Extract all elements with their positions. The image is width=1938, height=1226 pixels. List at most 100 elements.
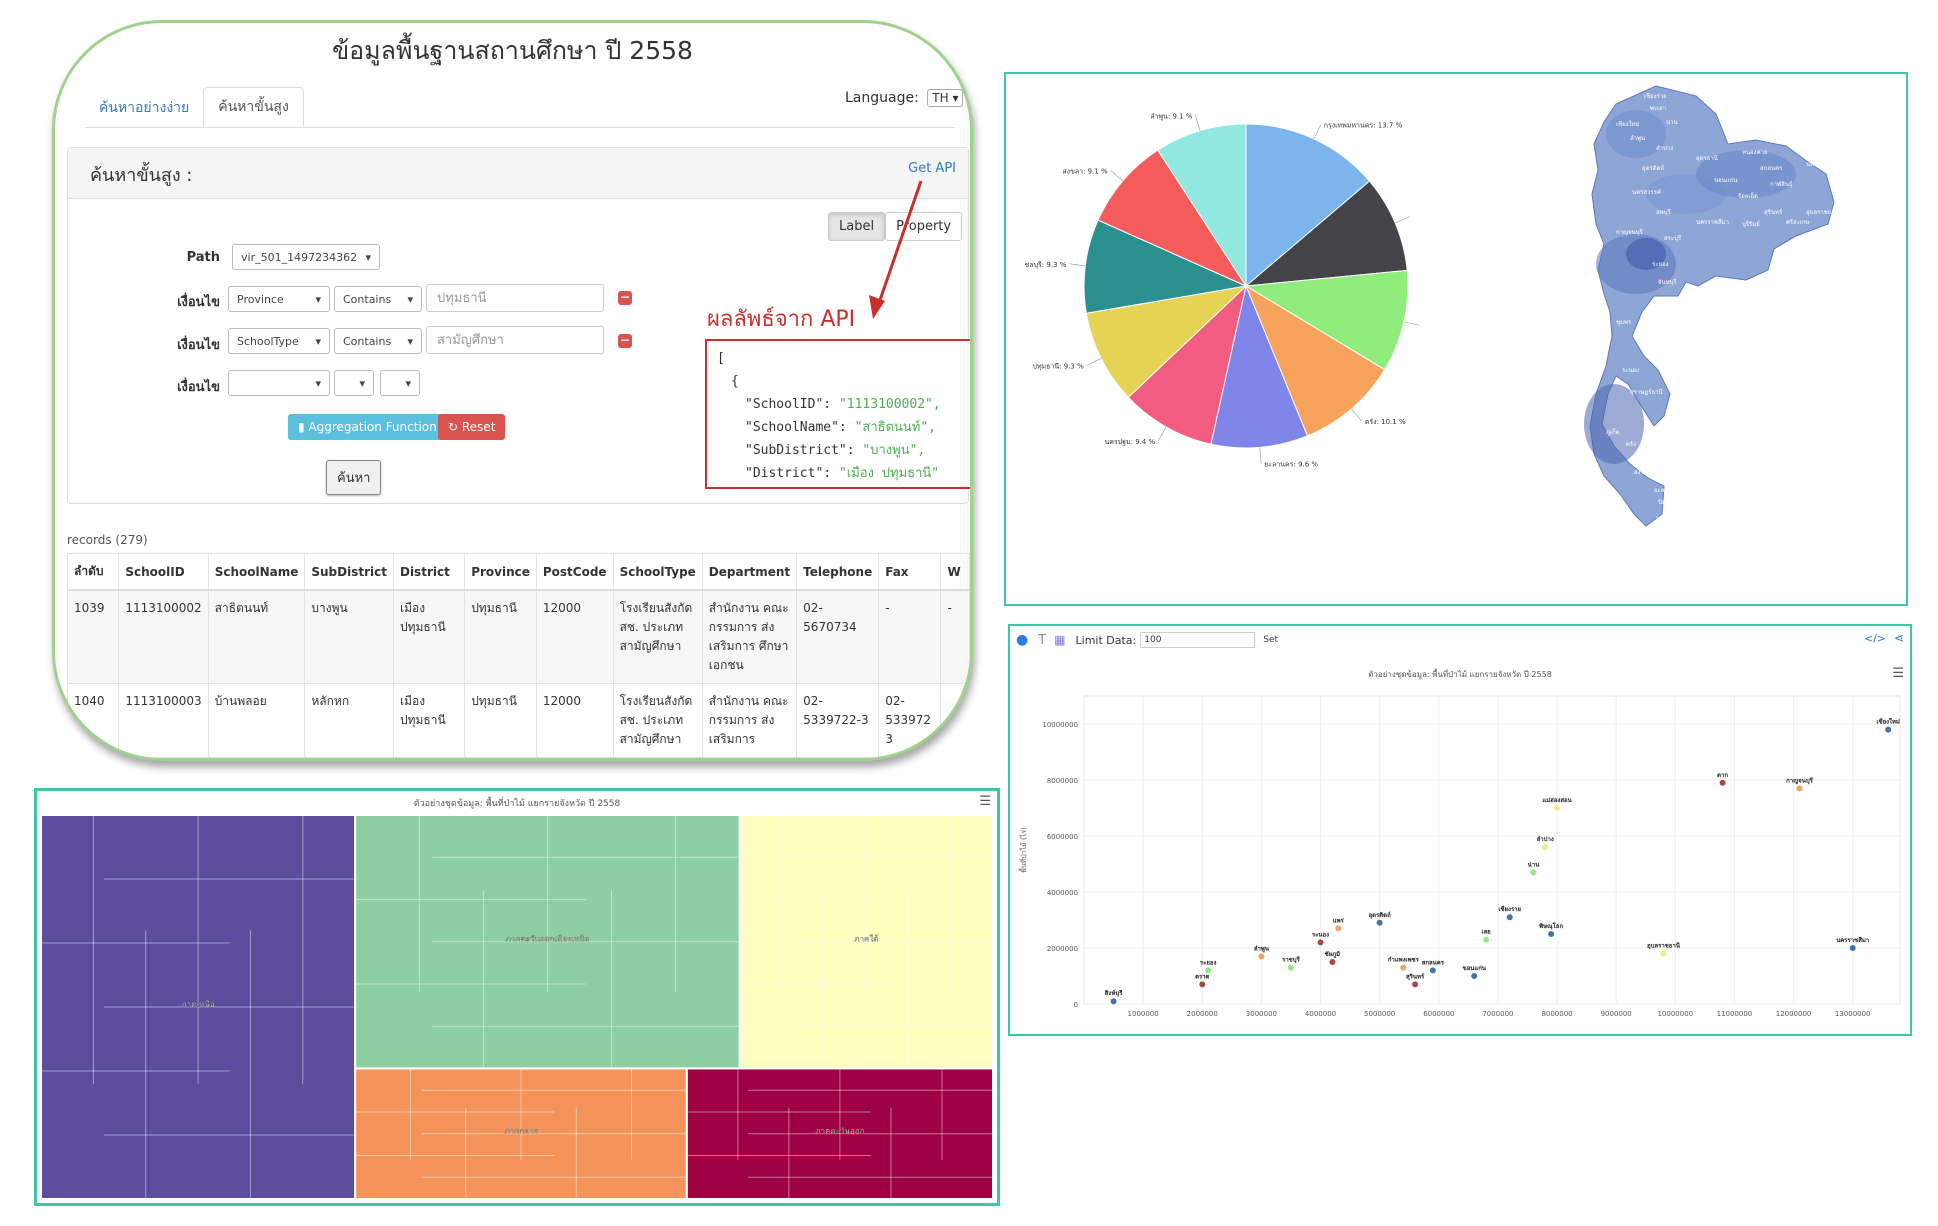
treemap-cell[interactable]	[685, 1067, 993, 1199]
path-label: Path	[186, 250, 220, 265]
pie-slice[interactable]	[1244, 284, 1386, 437]
scatter-point[interactable]	[1483, 936, 1490, 943]
map-region[interactable]	[1584, 384, 1644, 464]
get-api-link[interactable]: Get API	[908, 161, 956, 176]
scatter-point[interactable]	[1548, 931, 1555, 937]
condition-op-select-1[interactable]: Contains	[334, 286, 422, 312]
label-mode-button[interactable]: Label	[828, 212, 886, 241]
scatter-point[interactable]	[1287, 964, 1294, 971]
y-tick-label: 2000000	[1047, 945, 1078, 953]
condition-field-select-3[interactable]	[228, 370, 330, 396]
pie-slice[interactable]	[1083, 219, 1248, 314]
text-icon[interactable]: T	[1038, 632, 1047, 648]
pie-slice[interactable]	[1157, 123, 1247, 288]
page-title: ข้อมูลพื้นฐานสถานศึกษา ปี 2558	[332, 36, 693, 65]
column-header[interactable]: PostCode	[535, 553, 614, 591]
pie-slice[interactable]	[1085, 285, 1248, 399]
scatter-point[interactable]	[1199, 981, 1206, 988]
scatter-point[interactable]	[1258, 953, 1265, 960]
map-label: ลำปาง	[1656, 145, 1673, 152]
column-header[interactable]: W	[940, 553, 970, 591]
code-icon[interactable]: </>	[1863, 632, 1886, 645]
scatter-point[interactable]	[1542, 844, 1549, 851]
x-tick-label: 6000000	[1423, 1010, 1454, 1018]
condition-field-select-2[interactable]: SchoolType	[228, 328, 330, 354]
condition-value-input-1[interactable]: ปทุมธานี	[426, 284, 604, 312]
table-cell: เมือง ปทุมธานี	[392, 683, 466, 758]
scatter-point[interactable]	[1506, 914, 1513, 921]
scatter-point[interactable]	[1471, 973, 1478, 979]
pie-slice[interactable]	[1097, 149, 1248, 288]
column-header[interactable]: SchoolType	[612, 553, 703, 591]
condition-value-input-2[interactable]: สามัญศึกษา	[426, 326, 604, 354]
tab-advanced-search[interactable]: ค้นหาขั้นสูง	[203, 87, 304, 127]
column-header[interactable]: Department	[701, 553, 798, 591]
tab-simple-search[interactable]: ค้นหาอย่างง่าย	[99, 100, 190, 116]
column-header[interactable]: SubDistrict	[304, 553, 394, 591]
map-label: จันทบุรี	[1658, 278, 1677, 286]
treemap-cell[interactable]	[354, 815, 741, 1070]
scatter-point[interactable]	[1660, 950, 1667, 957]
remove-condition-button-1[interactable]: −	[618, 290, 632, 305]
scatter-point[interactable]	[1110, 998, 1117, 1005]
map-region[interactable]	[1696, 150, 1796, 198]
condition-op-select-2[interactable]: Contains	[334, 328, 422, 354]
map-label: พะเยา	[1650, 105, 1666, 112]
map-region[interactable]	[1626, 238, 1666, 270]
property-mode-button[interactable]: Property	[885, 212, 963, 241]
limit-input[interactable]: 100	[1140, 632, 1256, 648]
condition-op-select-3[interactable]	[334, 370, 374, 396]
advanced-search-box: ค้นหาขั้นสูง : Get API Label Property Pa…	[67, 147, 969, 504]
table-row[interactable]: 1039 1113100002 สาธิตนนท์ บางพูน เมือง ปทุมธ…	[66, 589, 970, 684]
scatter-point[interactable]	[1335, 925, 1342, 932]
scatter-point[interactable]	[1412, 981, 1419, 988]
scatter-point[interactable]	[1849, 945, 1856, 951]
pie-slice[interactable]	[1127, 284, 1247, 445]
scatter-point[interactable]	[1554, 805, 1561, 811]
table-cell: สาธิตนนท์	[207, 589, 306, 684]
circle-icon[interactable]: ●	[1016, 632, 1029, 648]
condition-label-2: เงื่อนไข	[177, 338, 220, 353]
path-select[interactable]: vir_501_1497234362	[232, 244, 380, 270]
scatter-point[interactable]	[1317, 939, 1324, 946]
column-header[interactable]: SchoolID	[118, 553, 209, 591]
scatter-point[interactable]	[1205, 967, 1212, 974]
condition-value-select-3[interactable]	[380, 370, 420, 396]
table-row[interactable]: 1040 1113100003 บ้านพลอย หลักหก เมือง ปทุมธา…	[66, 683, 970, 758]
column-header[interactable]: ลำดับ	[66, 553, 120, 591]
hamburger-icon[interactable]: ☰	[979, 794, 991, 809]
scatter-point[interactable]	[1719, 779, 1726, 786]
reset-button[interactable]: ↻ Reset	[438, 414, 506, 440]
grid-icon[interactable]: ▦	[1054, 633, 1066, 647]
point-label: ลำพูน	[1254, 944, 1270, 953]
scatter-point[interactable]	[1429, 967, 1436, 974]
map-region[interactable]	[1606, 110, 1666, 158]
condition-field-select-1[interactable]: Province	[228, 286, 330, 312]
pie-slice[interactable]	[1210, 284, 1309, 449]
language-select[interactable]: TH ▾	[927, 89, 964, 107]
hamburger-icon[interactable]: ☰	[1892, 666, 1904, 681]
column-header[interactable]: Telephone	[796, 553, 880, 591]
pie-slice[interactable]	[1244, 180, 1408, 287]
treemap-cell[interactable]	[354, 1067, 688, 1199]
search-button[interactable]: ค้นหา	[326, 460, 382, 495]
aggregation-button[interactable]: ▮ Aggregation Function	[288, 414, 447, 440]
remove-condition-button-2[interactable]: −	[618, 333, 632, 348]
set-button[interactable]: Set	[1263, 635, 1279, 645]
column-header[interactable]: District	[392, 553, 466, 591]
scatter-point[interactable]	[1530, 869, 1537, 876]
column-header[interactable]: Fax	[878, 553, 942, 591]
scatter-point[interactable]	[1885, 726, 1892, 733]
pie-connector	[1395, 216, 1411, 224]
table-cell: โรงเรียนสังกัด สช. ประเภท สามัญศึกษา	[612, 589, 703, 684]
point-label: นครราชสีมา	[1836, 936, 1869, 944]
scatter-point[interactable]	[1329, 959, 1336, 965]
column-header[interactable]: Province	[464, 553, 537, 591]
scatter-point[interactable]	[1376, 919, 1383, 926]
pie-connector	[1195, 115, 1201, 131]
scatter-point[interactable]	[1796, 785, 1803, 792]
scatter-point[interactable]	[1400, 964, 1407, 971]
column-header[interactable]: SchoolName	[207, 553, 306, 591]
pie-slice[interactable]	[1244, 269, 1409, 371]
share-icon[interactable]: ⋖	[1893, 631, 1904, 645]
